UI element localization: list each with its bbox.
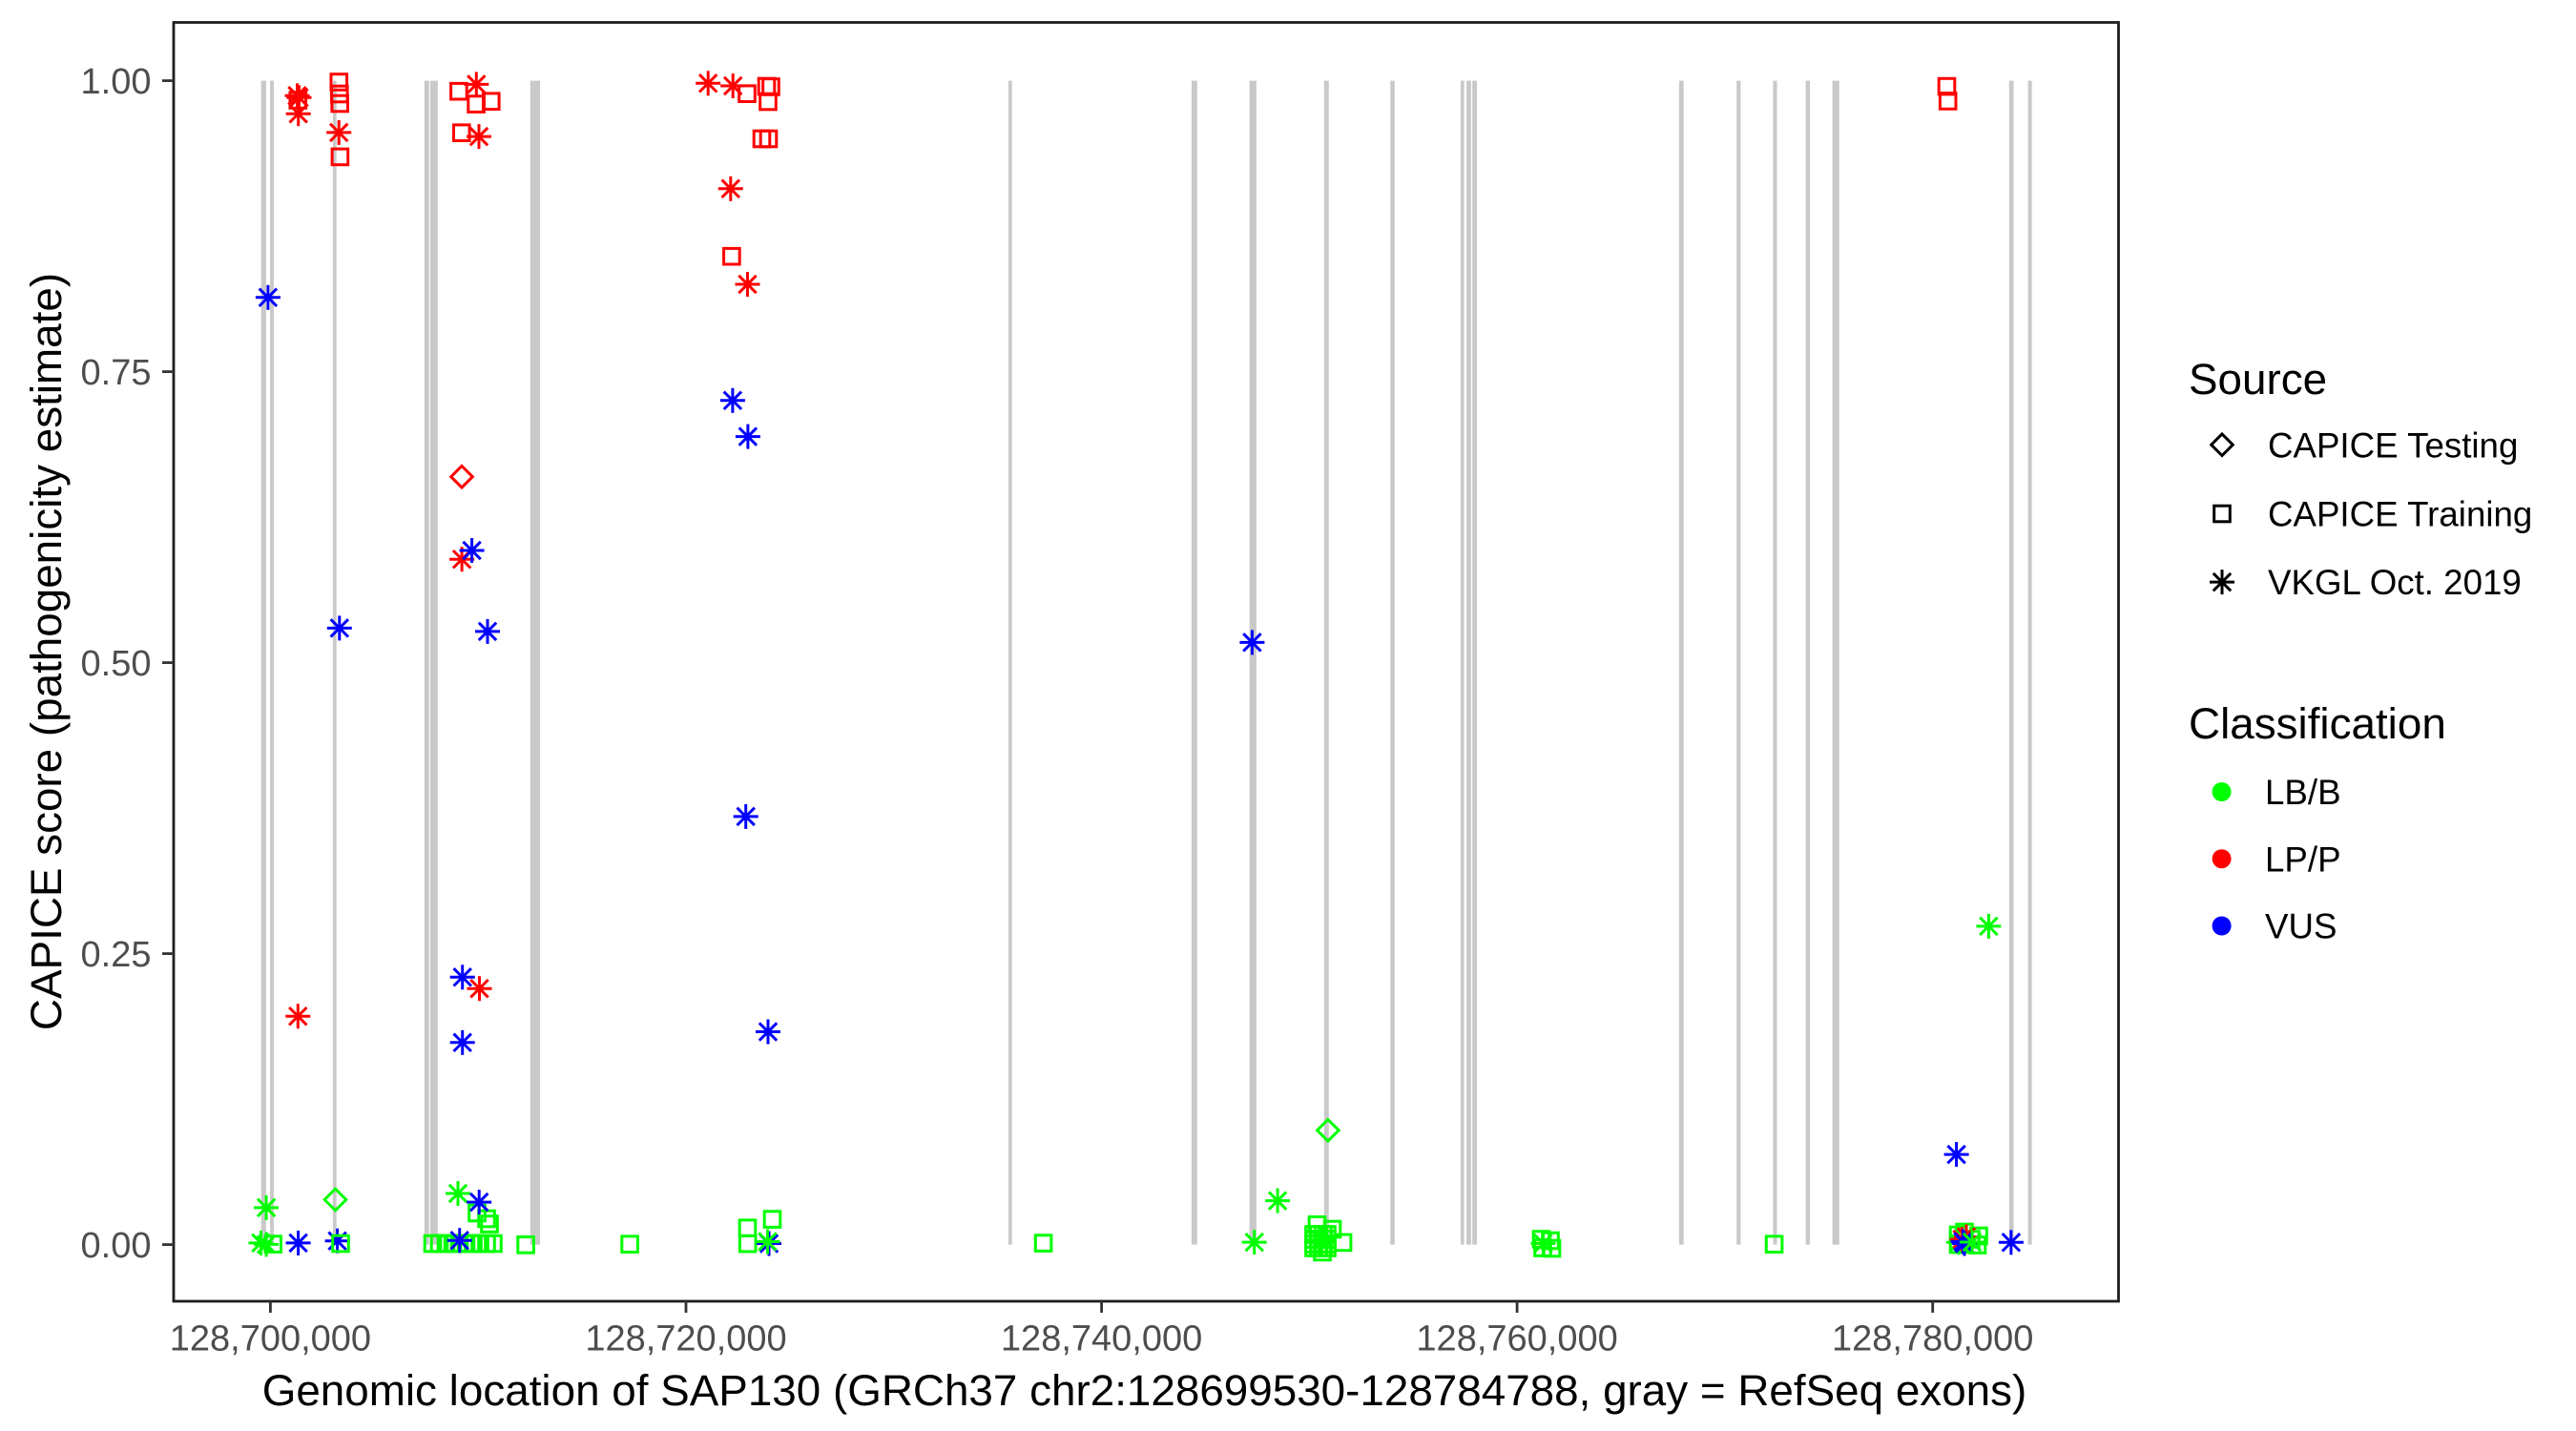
- svg-text:LP/P: LP/P: [2265, 840, 2341, 879]
- svg-text:VKGL Oct. 2019: VKGL Oct. 2019: [2268, 563, 2522, 602]
- svg-text:VUS: VUS: [2265, 907, 2337, 946]
- svg-text:CAPICE score (pathogenicity es: CAPICE score (pathogenicity estimate): [22, 273, 71, 1030]
- svg-text:CAPICE Training: CAPICE Training: [2268, 495, 2532, 534]
- svg-text:128,760,000: 128,760,000: [1416, 1318, 1617, 1358]
- svg-text:Classification: Classification: [2189, 699, 2446, 748]
- svg-text:128,700,000: 128,700,000: [170, 1318, 371, 1358]
- svg-text:0.25: 0.25: [81, 935, 152, 975]
- svg-text:1.00: 1.00: [81, 62, 152, 102]
- svg-text:128,740,000: 128,740,000: [1001, 1318, 1202, 1358]
- svg-text:0.75: 0.75: [81, 353, 152, 393]
- svg-text:128,720,000: 128,720,000: [585, 1318, 786, 1358]
- svg-text:128,780,000: 128,780,000: [1832, 1318, 2033, 1358]
- svg-text:0.00: 0.00: [81, 1226, 152, 1266]
- svg-text:CAPICE Testing: CAPICE Testing: [2268, 425, 2518, 465]
- svg-text:Genomic location of SAP130 (GR: Genomic location of SAP130 (GRCh37 chr2:…: [262, 1366, 2027, 1415]
- svg-text:Source: Source: [2189, 355, 2327, 404]
- svg-text:LB/B: LB/B: [2265, 773, 2341, 812]
- svg-text:0.50: 0.50: [81, 644, 152, 684]
